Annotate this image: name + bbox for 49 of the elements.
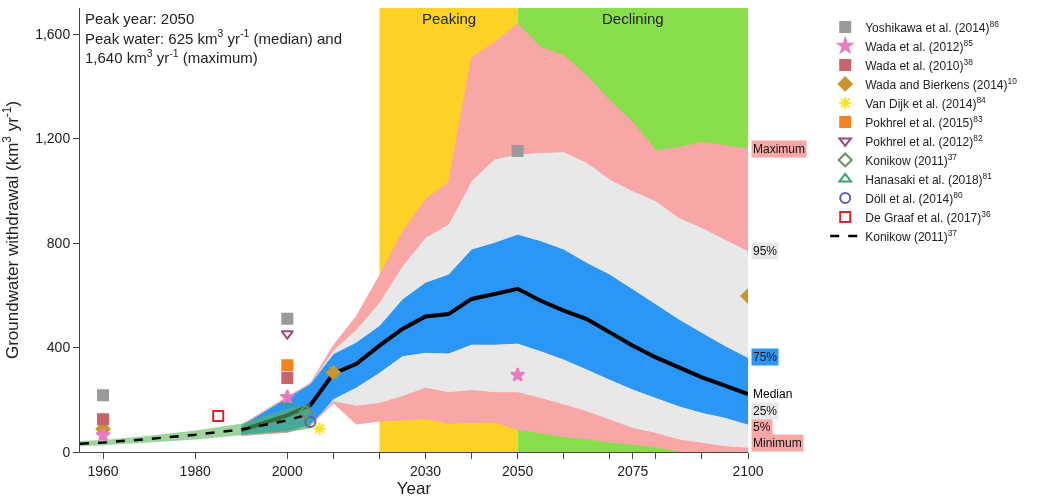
point	[325, 365, 341, 381]
legend-label: Yoshikawa et al. (2014)$^{86}$	[865, 18, 1000, 35]
x-axis-title: Year	[396, 479, 432, 499]
x-tick-label: 1960	[87, 462, 119, 479]
point	[281, 359, 294, 372]
series-label: 95%	[753, 244, 778, 258]
x-tick-label: 2050	[502, 462, 534, 479]
legend-label: Konikow (2011)$^{37}$	[865, 151, 958, 168]
point	[212, 409, 225, 422]
band-label: Peaking	[422, 10, 477, 27]
legend-label: Pokhrel et al. (2012)$^{82}$	[865, 132, 983, 149]
y-tick-label: 800	[46, 234, 71, 251]
legend-label: Döll et al. (2014)$^{80}$	[865, 189, 963, 206]
x-tick-label: 1980	[179, 462, 211, 479]
point	[312, 421, 327, 436]
point	[304, 415, 317, 428]
x-tick-label: 2030	[409, 462, 442, 479]
y-tick-label: 1,200	[35, 130, 71, 147]
series-label: 25%	[753, 404, 778, 418]
band-label: Declining	[602, 10, 664, 27]
legend-label: Pokhrel et al. (2015)$^{83}$	[865, 113, 983, 130]
legend-label: Wada et al. (2012)$^{85}$	[865, 37, 974, 54]
point	[279, 389, 295, 404]
series-label: 5%	[753, 420, 771, 434]
point	[298, 404, 314, 420]
legend-label: Van Dijk et al. (2014)$^{84}$	[865, 94, 987, 111]
legend-label: Konikow (2011)$^{37}$	[865, 227, 958, 244]
point	[511, 145, 524, 158]
point	[281, 312, 294, 325]
series-label: Median	[753, 387, 793, 401]
y-tick-label: 0	[62, 443, 71, 460]
legend-label: Hanasaki et al. (2018)$^{81}$	[865, 170, 993, 187]
point	[97, 389, 110, 402]
series-label: Maximum	[753, 142, 806, 156]
point	[510, 366, 526, 382]
series-label: Minimum	[753, 436, 802, 450]
x-tick-label: 2100	[732, 462, 764, 479]
text: Peak year: 2050 Peak water: 625 km$^{3}$ yr$^{-1}$ (median) and 1,640 km$^{3}$ yr$^{-1}$ (maximum)	[85, 10, 342, 66]
series-label: 75%	[753, 350, 778, 364]
point	[95, 427, 111, 442]
legend-label: Wada and Bierkens (2014)$^{10}$	[865, 75, 1018, 92]
y-tick-label: 400	[46, 339, 71, 356]
y-tick-label: 1,600	[35, 26, 71, 43]
legend-label: De Graaf et al. (2017)$^{36}$	[865, 208, 991, 225]
point	[281, 372, 294, 385]
x-tick-label: 2075	[617, 462, 649, 479]
x-tick-label: 2000	[271, 462, 304, 479]
point	[97, 413, 110, 426]
legend-label: Wada et al. (2010)$^{38}$	[865, 56, 974, 73]
